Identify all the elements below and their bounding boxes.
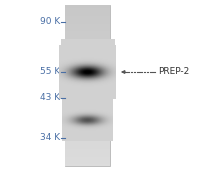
Text: PREP-2: PREP-2: [158, 68, 189, 76]
Bar: [65, 5, 110, 166]
Text: 34 K: 34 K: [40, 134, 60, 142]
Text: 43 K: 43 K: [40, 94, 60, 102]
Text: 90 K: 90 K: [40, 17, 60, 27]
Text: 55 K: 55 K: [40, 68, 60, 76]
